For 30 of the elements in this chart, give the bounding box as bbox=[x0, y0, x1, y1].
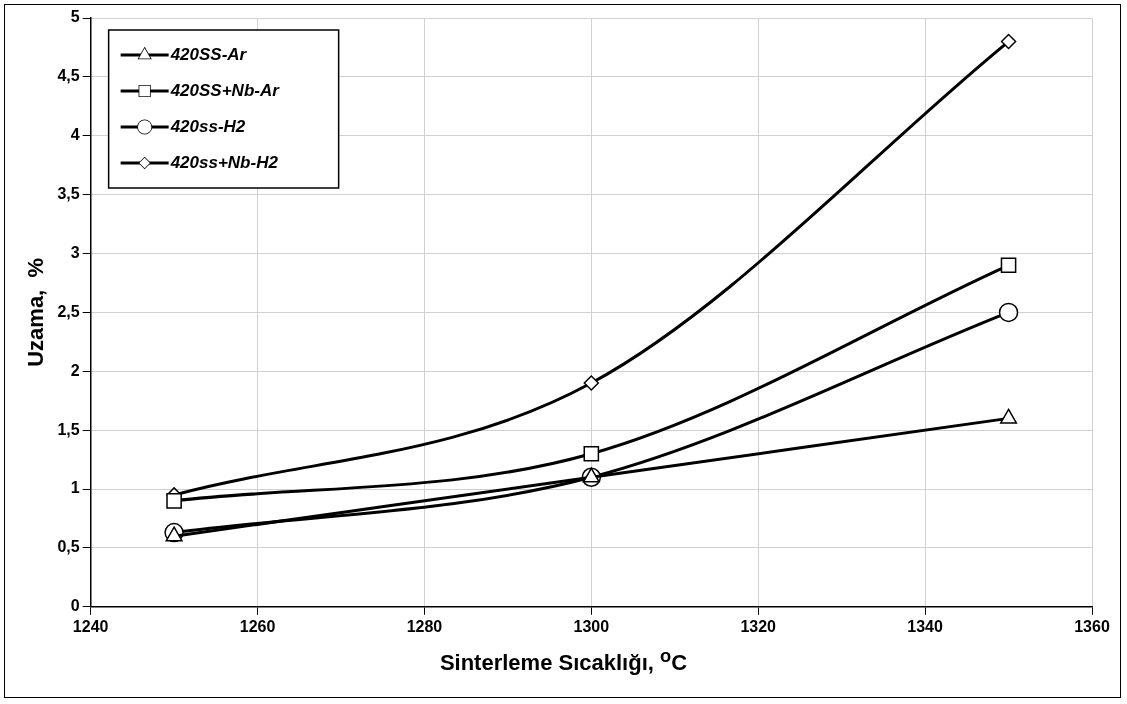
x-tick-label: 1320 bbox=[740, 617, 777, 635]
y-tick-label: 2 bbox=[70, 361, 80, 379]
point bbox=[1000, 257, 1017, 274]
legend-label: 420ss+Nb-H2 bbox=[169, 152, 279, 172]
x-tick-label: 1260 bbox=[239, 617, 276, 635]
y-tick-label: 1 bbox=[70, 479, 80, 497]
legend-label: 420ss-H2 bbox=[169, 116, 246, 136]
point bbox=[583, 445, 600, 462]
x-tick-label: 1300 bbox=[573, 617, 610, 635]
x-tick-label: 1360 bbox=[1074, 617, 1110, 635]
y-tick-label: 2,5 bbox=[57, 302, 80, 320]
y-tick-label: 4,5 bbox=[57, 67, 80, 85]
x-axis-title: Sinterleme Sıcaklığı, $^{o}$C bbox=[438, 645, 689, 677]
y-tick-label: 0 bbox=[70, 597, 80, 615]
y-tick-label: 0,5 bbox=[57, 538, 80, 556]
y-tick-label: 3 bbox=[70, 243, 80, 261]
y-tick-label: 1,5 bbox=[57, 420, 80, 438]
legend-label: 420SS-Ar bbox=[169, 44, 248, 64]
y-tick-label: 3,5 bbox=[57, 185, 80, 203]
y-axis-title: Uzama, % bbox=[23, 257, 49, 367]
legend-label: 420SS+Nb-Ar bbox=[169, 80, 281, 100]
x-tick-label: 1240 bbox=[72, 617, 109, 635]
point bbox=[583, 375, 600, 391]
point bbox=[998, 302, 1019, 323]
x-tick-label: 1280 bbox=[406, 617, 443, 635]
x-tick-label: 1340 bbox=[907, 617, 944, 635]
y-tick-label: 5 bbox=[70, 8, 80, 26]
point bbox=[1000, 33, 1017, 50]
point bbox=[166, 493, 182, 509]
y-tick-label: 4 bbox=[70, 126, 80, 144]
